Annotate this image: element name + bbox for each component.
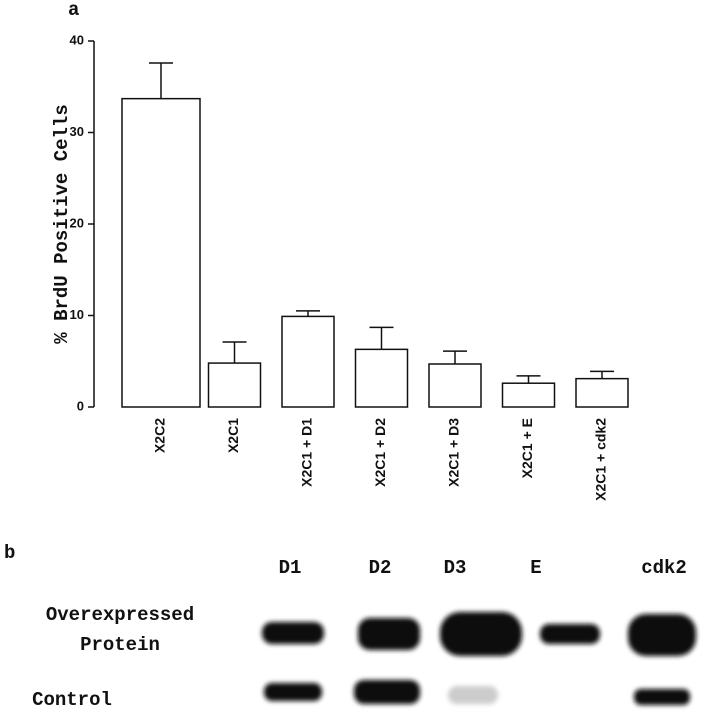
band [440, 612, 522, 656]
y-tick-label: 10 [70, 307, 84, 322]
bar [281, 315, 335, 408]
band [264, 683, 322, 701]
x-tick-label: X2C1 + cdk2 [593, 418, 609, 501]
lane-label: D2 [369, 557, 392, 579]
bar [354, 348, 409, 408]
bar [428, 363, 482, 408]
y-tick-label: 40 [70, 32, 84, 47]
lane-label: E [530, 557, 541, 579]
x-tick-label: X2C2 [152, 418, 168, 453]
y-tick-label: 30 [70, 124, 84, 139]
row-label-line: Overexpressed [46, 604, 194, 626]
row-label-line: Protein [80, 634, 160, 656]
x-tick-label: X2C1 + D3 [446, 418, 462, 487]
x-tick-label: X2C1 [225, 418, 241, 453]
row-label: Overexpressed Protein [46, 604, 194, 656]
band [540, 624, 600, 644]
x-tick-label: X2C1 + E [519, 418, 535, 478]
band [634, 689, 690, 705]
band [358, 618, 420, 650]
lane-label: D1 [279, 557, 302, 579]
band [354, 680, 420, 704]
band [262, 622, 324, 644]
bar [207, 362, 262, 408]
y-tick-label: 20 [70, 215, 84, 230]
x-tick-label: X2C1 + D2 [372, 418, 388, 487]
x-tick-label: X2C1 + D1 [299, 418, 315, 487]
blot-bands [262, 612, 696, 705]
bar [575, 377, 629, 408]
band [628, 614, 696, 656]
y-axis-title: % BrdU Positive Cells [51, 104, 73, 343]
lane-label: D3 [444, 557, 467, 579]
band [448, 686, 498, 704]
bar [121, 97, 201, 408]
lane-label: cdk2 [641, 557, 687, 579]
panel-label: a [68, 0, 79, 21]
row-label: Control [32, 689, 112, 711]
panel-label: b [4, 542, 15, 564]
y-tick-label: 0 [77, 398, 84, 413]
bar [501, 382, 556, 408]
row-label-line: Control [32, 689, 112, 711]
